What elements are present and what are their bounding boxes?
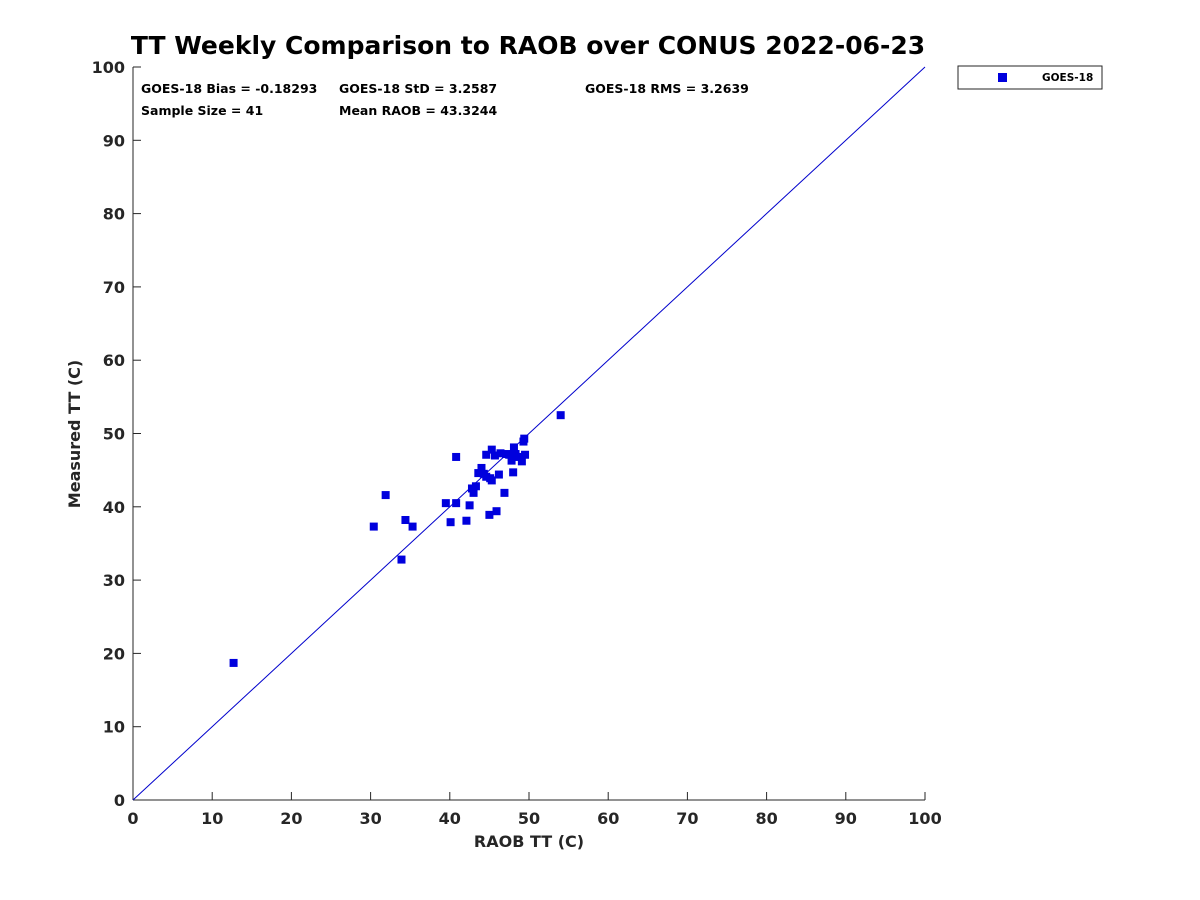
stat-std: GOES-18 StD = 3.2587 xyxy=(339,81,497,96)
data-point xyxy=(369,522,378,531)
y-tick-label: 0 xyxy=(114,791,125,810)
y-tick-label: 10 xyxy=(103,718,125,737)
data-point xyxy=(452,499,461,508)
data-point xyxy=(521,450,530,459)
data-point xyxy=(397,555,406,564)
data-point xyxy=(477,463,486,472)
data-point xyxy=(517,457,526,466)
legend-label: GOES-18 xyxy=(1042,72,1093,84)
data-point xyxy=(446,518,455,527)
x-tick-label: 20 xyxy=(280,809,302,828)
data-point xyxy=(520,434,529,443)
y-tick-label: 70 xyxy=(103,278,125,297)
legend-marker-square xyxy=(998,73,1007,82)
stat-mean-raob: Mean RAOB = 43.3244 xyxy=(339,103,497,118)
plot-area: 0 10 20 30 40 50 60 70 80 90 100 0 10 20 30 40 50 60 70 80… xyxy=(92,58,942,828)
data-point xyxy=(471,482,480,491)
data-point xyxy=(515,452,524,461)
stats-annotations: GOES-18 Bias = -0.18293 GOES-18 StD = 3.… xyxy=(141,81,749,118)
legend: GOES-18 xyxy=(957,65,1103,90)
chart-title: TT Weekly Comparison to RAOB over CONUS … xyxy=(131,31,925,60)
data-point xyxy=(229,658,238,667)
y-tick-label: 80 xyxy=(103,205,125,224)
x-tick-label: 40 xyxy=(439,809,461,828)
x-tick-label: 30 xyxy=(359,809,381,828)
legend-box xyxy=(957,65,1103,90)
x-axis-label: RAOB TT (C) xyxy=(474,832,584,851)
x-tick-label: 50 xyxy=(518,809,540,828)
data-point xyxy=(490,451,499,460)
x-tick-label: 90 xyxy=(835,809,857,828)
data-point xyxy=(496,449,505,458)
y-tick-label: 60 xyxy=(103,351,125,370)
data-point xyxy=(441,499,450,508)
data-point xyxy=(482,450,491,459)
y-tick-label: 50 xyxy=(103,425,125,444)
data-point xyxy=(485,510,494,519)
y-tick-label: 100 xyxy=(92,58,125,77)
x-tick-label: 60 xyxy=(597,809,619,828)
data-point xyxy=(381,491,390,500)
stat-rms: GOES-18 RMS = 3.2639 xyxy=(585,81,749,96)
data-point xyxy=(474,469,483,478)
x-tick-label: 80 xyxy=(755,809,777,828)
data-point xyxy=(487,476,496,485)
data-point xyxy=(465,501,474,510)
data-point xyxy=(492,507,501,516)
stat-bias: GOES-18 Bias = -0.18293 xyxy=(141,81,317,96)
data-point xyxy=(509,468,518,477)
stat-sample-size: Sample Size = 41 xyxy=(141,103,263,118)
y-axis-label: Measured TT (C) xyxy=(65,360,84,508)
y-tick-label: 40 xyxy=(103,498,125,517)
data-point xyxy=(487,445,496,454)
x-tick-label: 0 xyxy=(127,809,138,828)
data-point xyxy=(507,456,516,465)
data-points xyxy=(229,411,565,667)
data-point xyxy=(462,516,471,525)
x-tick-label: 100 xyxy=(908,809,941,828)
y-ticks: 0 10 20 30 40 50 60 70 80 90 100 xyxy=(92,58,141,810)
data-point xyxy=(408,522,417,531)
data-point xyxy=(509,443,518,452)
y-tick-label: 90 xyxy=(103,131,125,150)
data-point xyxy=(401,515,410,524)
y-tick-label: 30 xyxy=(103,571,125,590)
data-point xyxy=(452,452,461,461)
data-point xyxy=(556,411,565,420)
data-point xyxy=(469,488,478,497)
x-tick-label: 10 xyxy=(201,809,223,828)
y-tick-label: 20 xyxy=(103,644,125,663)
data-point xyxy=(505,450,514,459)
data-point xyxy=(500,488,509,497)
one-to-one-reference-line xyxy=(132,66,926,801)
data-point xyxy=(494,470,503,479)
x-ticks: 0 10 20 30 40 50 60 70 80 90 100 xyxy=(127,792,942,828)
x-tick-label: 70 xyxy=(676,809,698,828)
